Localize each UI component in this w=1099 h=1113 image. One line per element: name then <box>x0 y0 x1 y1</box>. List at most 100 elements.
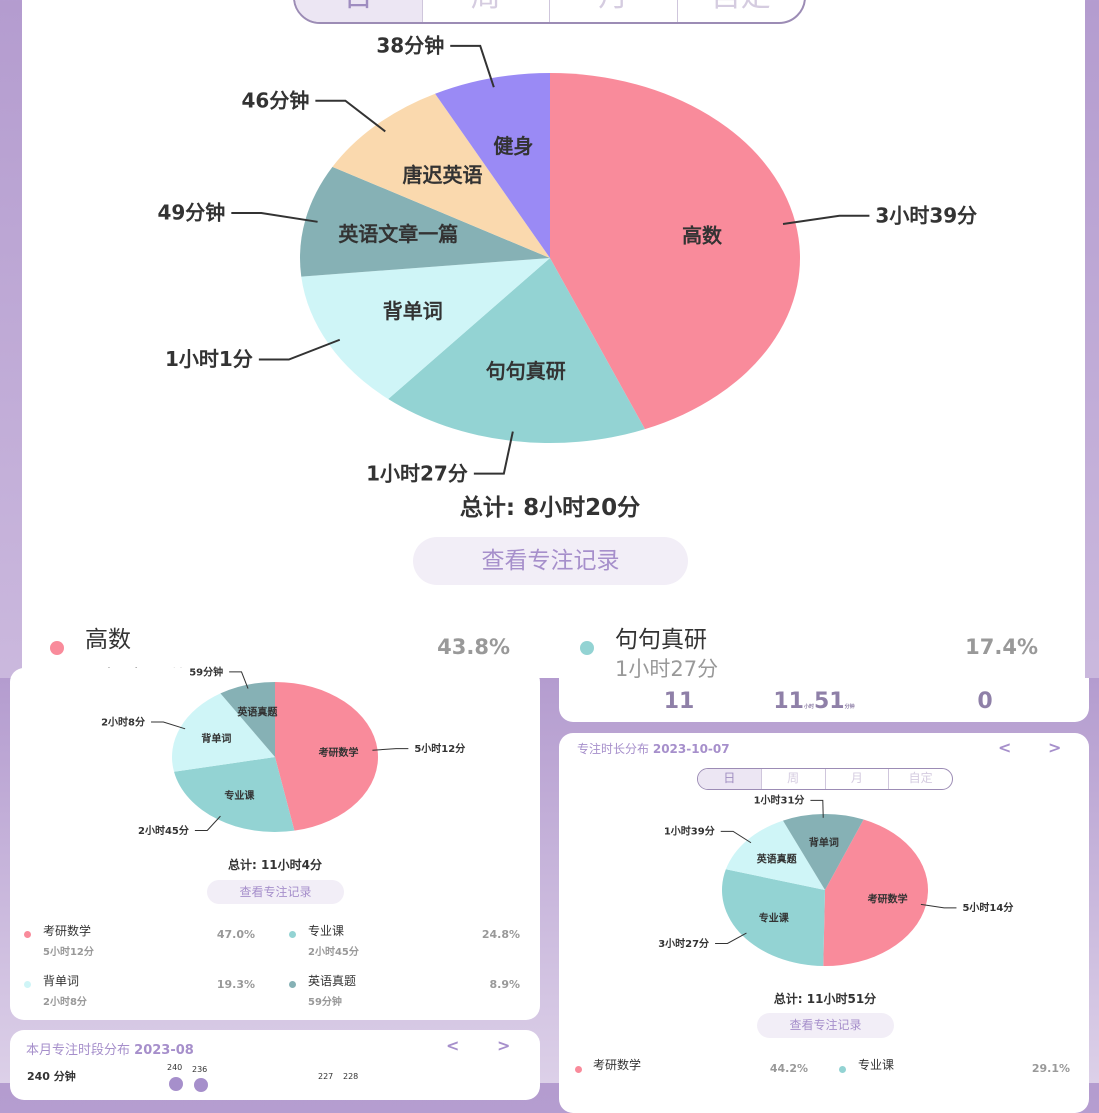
slice-value: 49分钟 <box>157 201 225 225</box>
slice-value: 1小时1分 <box>165 347 253 371</box>
month-next-button[interactable]: > <box>497 1036 511 1055</box>
slice-label: 健身 <box>493 134 533 158</box>
legend-time: 2小时45分 <box>308 947 359 958</box>
leader-line <box>229 671 249 689</box>
slice-value: 5小时14分 <box>962 901 1013 914</box>
legend-pct: 19.3% <box>216 978 255 991</box>
leader-line <box>920 903 957 909</box>
month-prev-button[interactable]: < <box>446 1036 460 1055</box>
slice-value: 1小时31分 <box>754 794 805 807</box>
stat-hours: 11 <box>773 689 804 714</box>
slice-label: 背单词 <box>201 732 231 745</box>
legend-dot <box>575 1066 582 1073</box>
pie-slice <box>300 166 550 277</box>
stat-other: 0 <box>977 689 993 714</box>
slice-value: 1小时39分 <box>664 825 715 838</box>
view-records-button-left[interactable]: 查看专注记录 <box>207 880 344 904</box>
slice-label: 考研数学 <box>868 893 908 906</box>
leader-line <box>810 799 824 818</box>
stat-duration: 11小时51分钟 <box>773 689 854 714</box>
slice-value: 5小时12分 <box>414 742 465 755</box>
leader-line <box>720 830 752 844</box>
legend-name: 专业课 <box>858 1058 895 1072</box>
pie-slice <box>550 73 801 430</box>
leader-line <box>194 815 221 831</box>
tab-month[interactable]: 月 <box>824 769 889 789</box>
legend-time: 59分钟 <box>308 997 342 1008</box>
pie-slice <box>220 682 275 757</box>
legend-name: 背单词 <box>43 974 80 988</box>
legend-name: 英语真题 <box>308 974 357 988</box>
tab-day[interactable]: 日 <box>698 769 761 789</box>
slice-label: 高数 <box>682 223 723 247</box>
leader-line <box>372 748 409 751</box>
total-right: 总计: 11小时51分 <box>773 992 877 1006</box>
slice-label: 句句真研 <box>486 359 566 383</box>
legend-dot <box>839 1066 846 1073</box>
legend-pct: 44.2% <box>769 1062 808 1075</box>
legend-name: 句句真研 <box>615 627 707 653</box>
slice-value: 2小时8分 <box>101 715 145 728</box>
slice-label: 唐迟英语 <box>402 163 482 187</box>
stat-minutes-unit: 分钟 <box>844 704 855 710</box>
legend-name: 专业课 <box>308 924 345 938</box>
legend-pct: 29.1% <box>1031 1062 1070 1075</box>
slice-value: 1小时27分 <box>366 461 468 485</box>
legend-time: 5小时12分 <box>43 947 94 958</box>
slice-value: 3小时27分 <box>658 937 709 950</box>
slice-label: 英语真题 <box>236 706 278 719</box>
month-value: 2023-08 <box>134 1043 194 1058</box>
pie-slice <box>721 869 825 966</box>
leader-line <box>315 99 386 133</box>
legend-name: 考研数学 <box>593 1058 642 1072</box>
prev-day-button[interactable]: < <box>998 738 1012 757</box>
pie-slice <box>435 73 550 258</box>
view-records-button-right[interactable]: 查看专注记录 <box>757 1013 894 1038</box>
view-records-button-top[interactable]: 查看专注记录 <box>413 537 688 585</box>
slice-value: 2小时45分 <box>138 824 189 837</box>
leader-line <box>782 214 870 225</box>
pie-slice <box>782 814 864 890</box>
legend-pct: 43.8% <box>437 635 510 659</box>
pie-slice <box>172 693 275 772</box>
legend-dot <box>24 981 31 988</box>
slice-label: 英语真题 <box>756 853 798 866</box>
tab-custom[interactable]: 自定 <box>676 0 805 22</box>
leader-line <box>715 932 747 944</box>
y-axis-label: 240 分钟 <box>27 1070 76 1083</box>
stat-count: 11 <box>663 689 695 714</box>
pie-slice <box>174 757 295 832</box>
legend-pct: 47.0% <box>216 928 255 941</box>
total-top: 总计: 8小时20分 <box>459 495 641 521</box>
month-title-text: 本月专注时段分布 <box>26 1043 131 1058</box>
leader-line <box>450 44 495 88</box>
tab-custom[interactable]: 自定 <box>888 769 952 789</box>
tab-week[interactable]: 周 <box>760 769 825 789</box>
bar-label: 228 <box>343 1072 359 1081</box>
distribution-date: 2023-10-07 <box>652 742 730 756</box>
pie-slice <box>275 682 379 831</box>
legend-pct: 8.9% <box>489 978 520 991</box>
period-tabs-right: 日周月自定 <box>697 768 953 790</box>
bar-label: 236 <box>192 1065 208 1074</box>
tab-week[interactable]: 周 <box>421 0 550 22</box>
tab-month[interactable]: 月 <box>549 0 677 22</box>
slice-label: 背单词 <box>809 836 839 849</box>
distribution-title-text: 专注时长分布 <box>577 742 650 756</box>
tab-day[interactable]: 日 <box>295 0 422 22</box>
legend-pct: 17.4% <box>965 635 1038 659</box>
legend-time: 1小时27分 <box>615 657 719 678</box>
next-day-button[interactable]: > <box>1048 738 1062 757</box>
legend-name: 考研数学 <box>43 924 92 938</box>
stat-minutes: 51 <box>814 689 845 714</box>
pie-slice <box>823 819 928 966</box>
legend-name: 高数 <box>85 627 131 653</box>
bar-label: 240 <box>167 1063 183 1072</box>
slice-value: 3小时39分 <box>875 203 977 227</box>
legend-time: 2小时8分 <box>43 997 87 1008</box>
leader-line <box>258 338 341 361</box>
stats-card <box>559 678 1089 722</box>
legend-dot <box>289 931 296 938</box>
pie-slice <box>725 820 825 890</box>
slice-label: 英语文章一篇 <box>338 222 458 246</box>
